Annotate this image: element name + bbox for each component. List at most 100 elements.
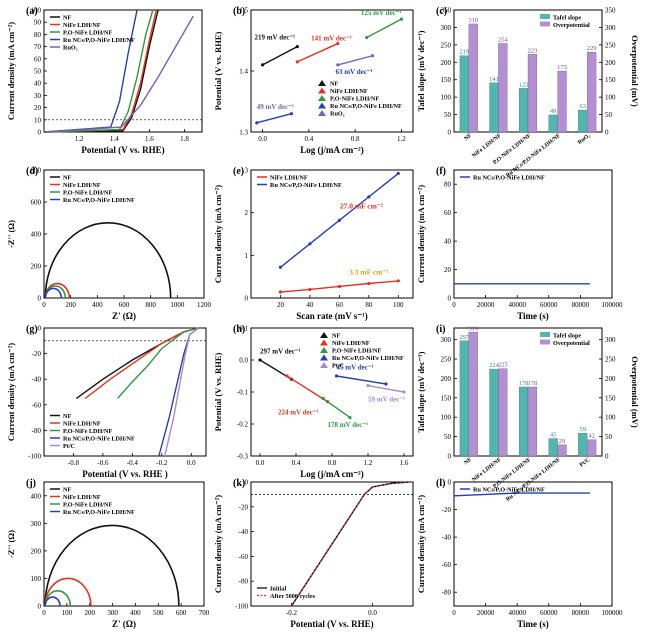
x-tick-label: 0 <box>42 609 46 617</box>
y-tick-label: 600 <box>31 199 42 207</box>
x-axis-label: Z' (Ω) <box>112 619 136 629</box>
x-axis-label: Scan rate (mV s⁻¹) <box>296 311 368 321</box>
plot-frame <box>453 169 613 299</box>
y-tick-label: 100 <box>31 7 42 15</box>
x-axis-label: Potential (V vs. RHE ) <box>82 469 168 479</box>
slope-annotation: 141 mV dec⁻¹ <box>311 35 352 43</box>
bar <box>518 88 529 133</box>
y-axis-label: -Z'' (Ω) <box>6 220 16 248</box>
data-point <box>337 284 341 289</box>
bar-value-label: 178 <box>528 380 538 387</box>
x-tick-label: 0.4 <box>292 459 301 467</box>
series-line <box>286 375 328 403</box>
legend-label: NiFe LDH/NF <box>270 175 308 182</box>
bar <box>489 82 499 133</box>
legend-label: NiFe LDH/NF <box>63 494 101 501</box>
legend-label: P,O-NiFe LDH/NF <box>332 348 381 355</box>
bar <box>489 368 499 457</box>
y-axis-label: Tafel slope (mV dec⁻¹) <box>416 30 426 111</box>
y-tick-label: 3 <box>245 167 249 175</box>
y-tick-label: 150 <box>441 394 452 402</box>
x-tick-label: 300 <box>107 609 118 617</box>
series-line <box>262 45 298 66</box>
panel-a: (a) Potential (V vs. RHE) Current density … <box>6 6 203 155</box>
data-point <box>278 290 283 294</box>
plot-frame <box>250 481 414 607</box>
x-tick-label: 1.6 <box>400 459 409 467</box>
panel-label: (a) <box>26 6 38 17</box>
x-tick-label: 0.0 <box>368 609 377 617</box>
panel-f: (f)Time (s)Current density (mA cm⁻²)0 200… <box>416 166 623 321</box>
y-tick-label: 60 <box>444 209 452 217</box>
y-tick-label: 50 <box>605 433 613 441</box>
y-tick-label: 1.5 <box>239 7 248 15</box>
x-tick-label: 80000 <box>572 301 590 309</box>
bar-value-label: 175 <box>557 64 567 71</box>
y-tick-label: 200 <box>605 375 616 383</box>
x-tick-label: 600 <box>119 301 130 309</box>
plot-frame <box>250 169 414 299</box>
panel-label: (l) <box>436 478 445 489</box>
category-label: Ru NCs/P,O-NiFe LDH/NF <box>505 457 562 503</box>
slope-annotation: 224 mV dec⁻¹ <box>278 408 319 416</box>
y-axis-label: -Z'' (Ω) <box>6 530 16 558</box>
legend-swatch <box>540 339 550 345</box>
y-tick-label: 10 <box>34 116 42 124</box>
legend-label: NiFe LDH/NF <box>63 182 101 189</box>
y-tick-label: 80 <box>34 31 42 39</box>
legend-label: P,O-NiFe LDH/NF <box>63 428 112 435</box>
x-tick-label: 60000 <box>540 301 558 309</box>
y-axis-label: Current density (mA cm⁻²) <box>213 495 223 593</box>
x-tick-label: 600 <box>176 609 187 617</box>
legend-label: NiFe LDH/NF <box>332 340 370 347</box>
bar <box>578 109 588 133</box>
panel-l: (l) Time (s) Current density (mA cm⁻²) 0 200… <box>416 478 623 629</box>
legend-label: P,O-NiFe LDH/NF <box>63 30 112 37</box>
series-line <box>117 327 199 399</box>
bar <box>548 438 558 457</box>
category-label: RuO₂ <box>577 133 592 146</box>
panel-b: (b) Log (j/mA cm⁻²) Potential (V vs. RHE) 0… <box>213 6 414 155</box>
legend-label: Pt/C <box>63 443 75 450</box>
x-tick-label: 1.6 <box>145 135 154 143</box>
bar <box>557 444 567 457</box>
y-tick-label: 0 <box>38 325 42 333</box>
x-tick-label: 1.2 <box>397 135 406 143</box>
x-tick-label: 400 <box>92 301 103 309</box>
x-tick-label: 100 <box>62 609 73 617</box>
data-point <box>334 374 339 378</box>
bar-value-label: 29 <box>559 438 566 445</box>
y-tick-label: 300 <box>441 24 452 32</box>
y-tick-label: 250 <box>441 356 452 364</box>
x-tick-label: 200 <box>84 609 95 617</box>
y-tick-label: 350 <box>605 7 616 15</box>
bar-value-label: 223 <box>528 47 538 54</box>
legend-swatch <box>540 14 550 19</box>
panel-label: (j) <box>26 478 36 489</box>
legend-label: NF <box>63 413 71 420</box>
y-tick-label: -0.1 <box>237 389 249 397</box>
y-tick-label: 200 <box>441 375 452 383</box>
legend-label: NF <box>330 81 338 88</box>
y-axis-label-right: Overpotential (mV) <box>630 356 640 428</box>
y-tick-label: 0.1 <box>239 325 248 333</box>
y-tick-label: 200 <box>31 547 42 555</box>
y-tick-label: -80 <box>239 578 249 586</box>
series-line <box>290 481 410 607</box>
category-label: NiFe LDH/NF <box>471 133 503 160</box>
bar-value-label: 224 <box>489 362 500 369</box>
legend-swatch <box>320 362 328 368</box>
y-tick-label: 0.0 <box>239 357 248 365</box>
legend-label: Initial <box>270 586 286 593</box>
series-line <box>337 55 373 66</box>
bar-value-label: 229 <box>587 45 597 52</box>
bar-value-label: 310 <box>468 17 478 24</box>
bar <box>587 52 597 133</box>
y-tick-label: 100 <box>441 414 452 422</box>
y-tick-label: 100 <box>441 94 452 102</box>
series-line <box>43 9 159 133</box>
x-tick-label: 40000 <box>508 301 526 309</box>
slope-annotation: 63 mV dec⁻¹ <box>335 68 372 76</box>
bar <box>548 114 558 133</box>
